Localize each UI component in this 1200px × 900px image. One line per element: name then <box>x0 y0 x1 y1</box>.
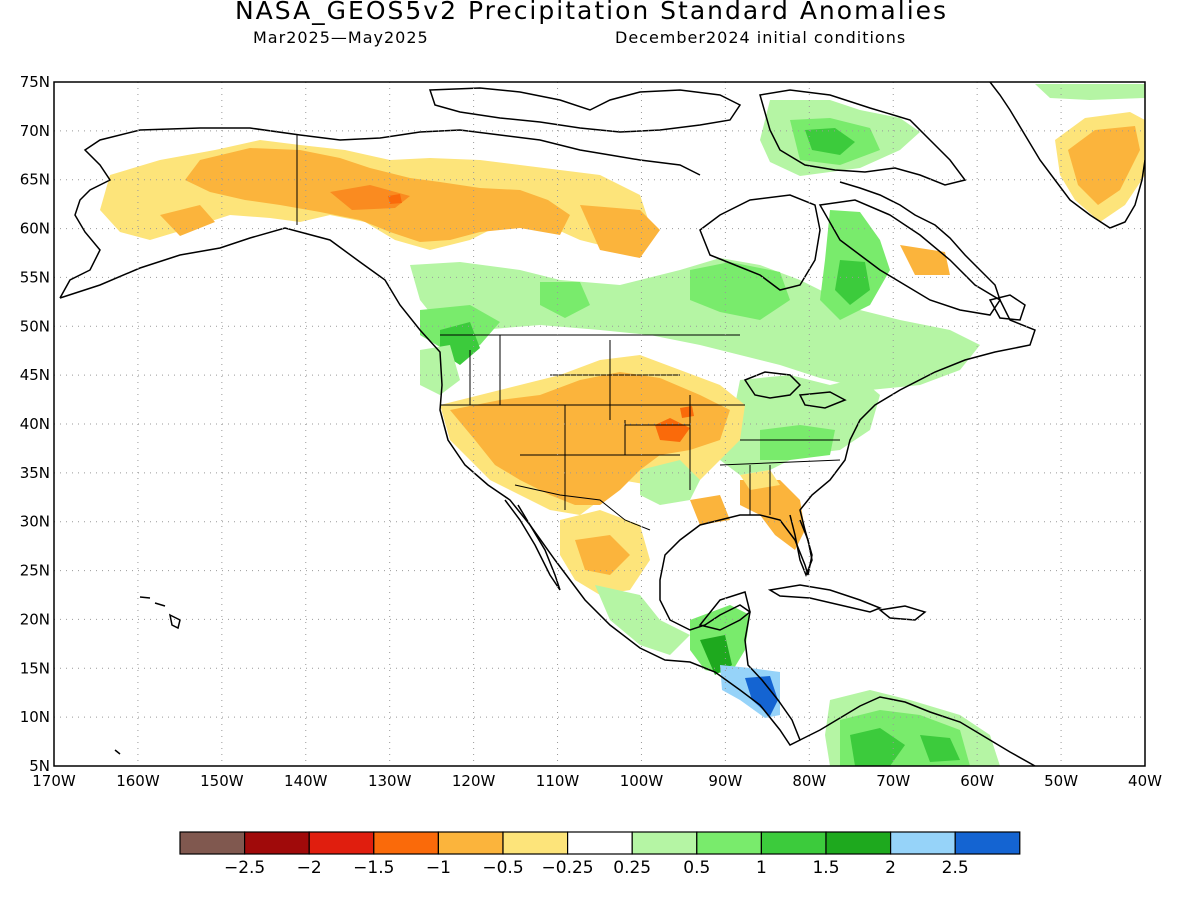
lat-tick-label: 55N <box>20 268 50 286</box>
colorbar: −2.5 −2 −1.5 −1 −0.5 −0.25 0.25 0.5 1 1.5 2 2.5 <box>179 831 1021 878</box>
colorbar-swatch <box>179 831 246 855</box>
colorbar-label: −1.5 <box>353 858 394 878</box>
lon-tick-label: 140W <box>284 772 328 790</box>
forecast-period: Mar2025—May2025 <box>253 28 429 47</box>
colorbar-swatch <box>502 831 569 855</box>
lat-tick-label: 30N <box>20 513 50 531</box>
plot-frame <box>53 81 1146 767</box>
initial-conditions: December2024 initial conditions <box>615 28 907 47</box>
lon-tick-label: 40W <box>1128 772 1162 790</box>
lon-tick-label: 170W <box>32 772 76 790</box>
colorbar-label: 1.5 <box>812 858 839 878</box>
anomaly-shading <box>100 84 1145 766</box>
lat-tick-label: 65N <box>20 171 50 189</box>
lat-tick-label: 70N <box>20 122 50 140</box>
colorbar-label: 0.25 <box>613 858 651 878</box>
lon-tick-label: 90W <box>708 772 742 790</box>
colorbar-swatch <box>437 831 504 855</box>
lat-tick-label: 25N <box>20 562 50 580</box>
lon-tick-label: 70W <box>876 772 910 790</box>
colorbar-label: 1 <box>756 858 767 878</box>
lon-tick-label: 160W <box>116 772 160 790</box>
lat-tick-label: 45N <box>20 366 50 384</box>
colorbar-label: 0.5 <box>683 858 710 878</box>
colorbar-label: −0.25 <box>542 858 594 878</box>
colorbar-swatch <box>825 831 892 855</box>
lat-tick-label: 40N <box>20 415 50 433</box>
lon-tick-label: 130W <box>368 772 412 790</box>
colorbar-label: −2 <box>297 858 322 878</box>
lat-tick-label: 20N <box>20 610 50 628</box>
colorbar-swatch <box>631 831 698 855</box>
colorbar-swatch <box>373 831 439 855</box>
colorbar-label: −0.5 <box>482 858 523 878</box>
colorbar-label: 2.5 <box>942 858 969 878</box>
coastlines <box>59 82 1145 766</box>
colorbar-label: 2 <box>885 858 896 878</box>
lat-tick-label: 60N <box>20 220 50 238</box>
lat-tick-label: 5N <box>29 757 50 775</box>
colorbar-swatch <box>308 831 375 855</box>
colorbar-swatch <box>696 831 762 855</box>
colorbar-label: −2.5 <box>224 858 265 878</box>
colorbar-swatch <box>954 831 1021 855</box>
lat-tick-label: 10N <box>20 708 50 726</box>
longitude-labels: 170W 160W 150W 140W 130W 120W 110W 100W 90W 80W 70… <box>32 772 1162 790</box>
latitude-labels: 5N 10N 15N 20N 25N 30N 35N 40N 45N 50N 55N 60N 65N 70… <box>20 73 50 775</box>
political-borders <box>296 135 841 531</box>
colorbar-swatch <box>566 831 633 855</box>
lat-tick-label: 75N <box>20 73 50 91</box>
map-title: NASA_GEOS5v2 Precipitation Standard Anom… <box>234 0 949 25</box>
lon-tick-label: 100W <box>620 772 664 790</box>
lat-tick-label: 50N <box>20 317 50 335</box>
colorbar-swatch <box>889 831 956 855</box>
lat-tick-label: 15N <box>20 659 50 677</box>
lat-tick-label: 35N <box>20 464 50 482</box>
colorbar-label: −1 <box>426 858 451 878</box>
colorbar-swatch <box>760 831 827 855</box>
colorbar-swatch <box>244 831 310 855</box>
lon-tick-label: 150W <box>200 772 244 790</box>
lon-tick-label: 120W <box>452 772 496 790</box>
graticule <box>54 82 1145 766</box>
lon-tick-label: 50W <box>1044 772 1078 790</box>
lon-tick-label: 110W <box>536 772 580 790</box>
lon-tick-label: 80W <box>792 772 826 790</box>
lon-tick-label: 60W <box>960 772 994 790</box>
